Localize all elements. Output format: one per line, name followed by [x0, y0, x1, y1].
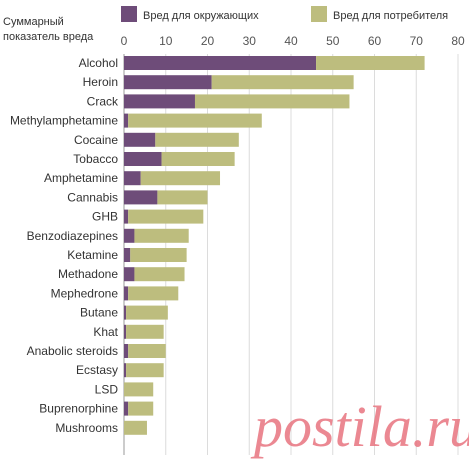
legend-swatch	[311, 6, 327, 22]
category-label: Amphetamine	[44, 171, 118, 185]
x-tick-label: 50	[326, 34, 340, 48]
category-label: Benzodiazepines	[27, 229, 118, 243]
bar-segment-others	[124, 209, 129, 224]
bar-segment-user	[128, 286, 179, 301]
category-label: Methylamphetamine	[10, 114, 118, 128]
bar-segment-user	[316, 56, 425, 70]
x-tick-label: 70	[410, 34, 424, 48]
bar-segment-others	[124, 248, 131, 262]
bar-segment-others	[124, 94, 195, 109]
x-tick-label: 80	[451, 34, 465, 48]
axis-title-line-2: показатель вреда	[3, 31, 94, 43]
bar-segment-user	[134, 228, 189, 243]
bar-segment-user	[161, 152, 235, 166]
bar-segment-others	[124, 75, 212, 90]
bar-segment-user	[211, 75, 354, 90]
bar-segment-user	[140, 171, 221, 186]
bar-segment-user	[128, 344, 166, 358]
bar-segment-others	[124, 113, 129, 128]
bars	[124, 56, 425, 435]
category-label: Ketamine	[67, 248, 118, 262]
x-tick-label: 30	[243, 34, 257, 48]
category-label: LSD	[95, 382, 119, 396]
bar-segment-others	[124, 228, 135, 243]
bar-segment-others	[124, 190, 158, 205]
bar-segment-others	[124, 267, 135, 282]
category-label: Crack	[87, 94, 119, 108]
legend-swatch	[121, 6, 137, 22]
category-label: Butane	[80, 306, 118, 320]
legend: Вред для окружающих Вред для потребителя	[121, 6, 448, 22]
x-tick-label: 40	[284, 34, 298, 48]
bar-segment-user	[194, 94, 350, 109]
category-label: Mephedrone	[51, 286, 119, 300]
category-label: Heroin	[83, 75, 118, 89]
bar-segment-others	[124, 324, 127, 339]
bar-segment-user	[157, 190, 208, 205]
x-tick-label: 20	[201, 34, 215, 48]
bar-segment-user	[126, 305, 168, 320]
bar-segment-others	[124, 305, 127, 320]
bar-segment-others	[124, 152, 162, 166]
category-label: Tobacco	[73, 152, 118, 166]
bar-segment-user	[124, 420, 147, 435]
category-label: Ecstasy	[76, 363, 118, 377]
legend-label: Вред для потребителя	[333, 10, 448, 22]
bar-segment-others	[124, 171, 141, 186]
x-tick-label: 0	[121, 34, 128, 48]
category-label: Mushrooms	[55, 421, 118, 435]
category-label: Anabolic steroids	[27, 344, 118, 358]
category-label: Buprenorphine	[39, 402, 118, 416]
bar-segment-others	[124, 56, 317, 70]
bar-segment-user	[134, 267, 185, 282]
bar-segment-user	[124, 382, 154, 397]
category-label: Cannabis	[67, 190, 118, 204]
bar-segment-user	[128, 209, 204, 224]
x-tick-label: 10	[159, 34, 173, 48]
x-tick-labels: 0 10 20 30 40 50 60 70 80	[121, 34, 465, 48]
bar-segment-user	[126, 363, 164, 378]
category-label: GHB	[92, 210, 118, 224]
bar-segment-user	[128, 113, 262, 128]
watermark-logo: postila.ru	[250, 394, 469, 459]
category-label: Alcohol	[79, 56, 118, 70]
bar-segment-others	[124, 344, 129, 358]
bar-segment-others	[124, 286, 129, 301]
bar-segment-user	[155, 132, 239, 147]
category-label: Methadone	[58, 267, 118, 281]
bar-segment-others	[124, 363, 127, 378]
category-label: Cocaine	[74, 133, 118, 147]
axis-title-line-1: Суммарный	[3, 16, 64, 28]
x-tick-label: 60	[368, 34, 382, 48]
bar-segment-user	[130, 248, 187, 262]
bar-segment-others	[124, 401, 129, 416]
bar-segment-others	[124, 132, 156, 147]
category-labels: Alcohol Heroin Crack Methylamphetamine Cocai…	[10, 56, 119, 435]
bar-segment-user	[126, 324, 164, 339]
bar-segment-user	[128, 401, 154, 416]
category-label: Khat	[93, 325, 118, 339]
legend-label: Вред для окружающих	[143, 10, 259, 22]
